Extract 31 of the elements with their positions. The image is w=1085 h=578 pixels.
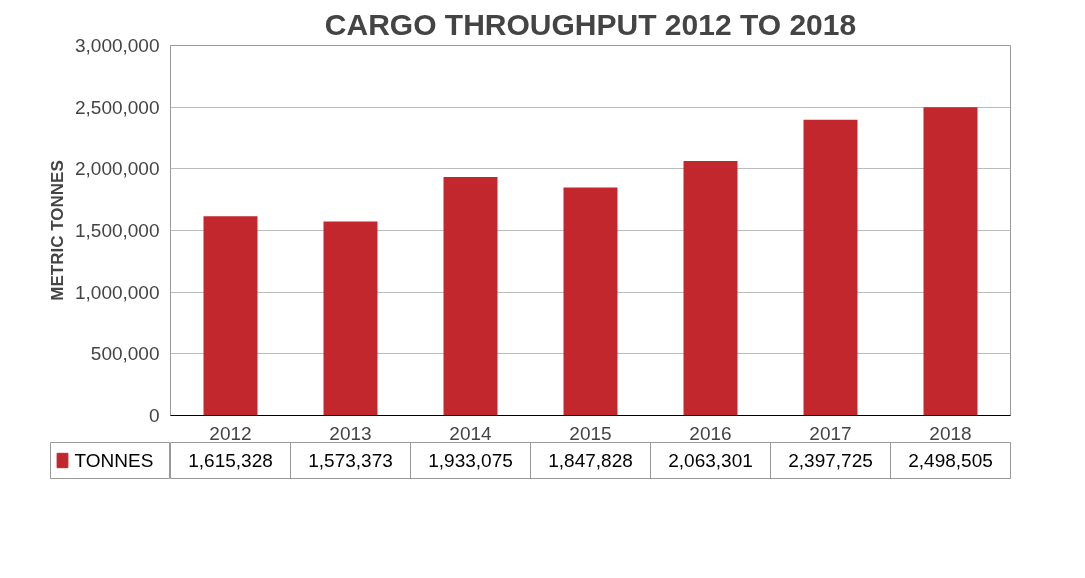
- data-label: 1,933,075: [428, 450, 513, 471]
- x-tick-label: 2014: [449, 422, 493, 444]
- bar: [803, 119, 858, 416]
- y-tick-label: 1,000,000: [74, 281, 160, 303]
- x-tick-label: 2016: [689, 422, 732, 444]
- bar: [203, 216, 258, 416]
- bar: [923, 107, 978, 416]
- y-tick-label: 0: [148, 405, 160, 426]
- data-label: 2,498,505: [908, 450, 993, 471]
- y-tick-label: 1,500,000: [74, 220, 160, 241]
- x-tick-label: 2017: [809, 422, 852, 444]
- x-tick-label: 2018: [929, 422, 972, 444]
- bar: [563, 187, 618, 416]
- data-label: 1,847,828: [548, 450, 633, 471]
- y-tick-label: 3,000,000: [74, 35, 160, 56]
- bar: [443, 177, 498, 416]
- bar: [683, 161, 738, 416]
- x-tick-label: 2012: [209, 422, 252, 444]
- y-tick-label: 500,000: [90, 343, 160, 365]
- data-label: 2,397,725: [788, 450, 873, 471]
- y-axis-title: METRIC TONNES: [47, 160, 67, 301]
- data-label: 1,615,328: [188, 450, 273, 471]
- y-tick-label: 2,000,000: [74, 158, 160, 180]
- data-label: 1,573,373: [308, 450, 393, 471]
- legend-label: TONNES: [74, 450, 154, 471]
- y-tick-label: 2,500,000: [74, 96, 160, 118]
- data-label: 2,063,301: [668, 450, 753, 471]
- chart-title: CARGO THROUGHPUT 2012 TO 2018: [324, 7, 857, 41]
- bar: [323, 221, 378, 416]
- x-tick-label: 2015: [569, 422, 612, 444]
- x-tick-label: 2013: [329, 422, 372, 444]
